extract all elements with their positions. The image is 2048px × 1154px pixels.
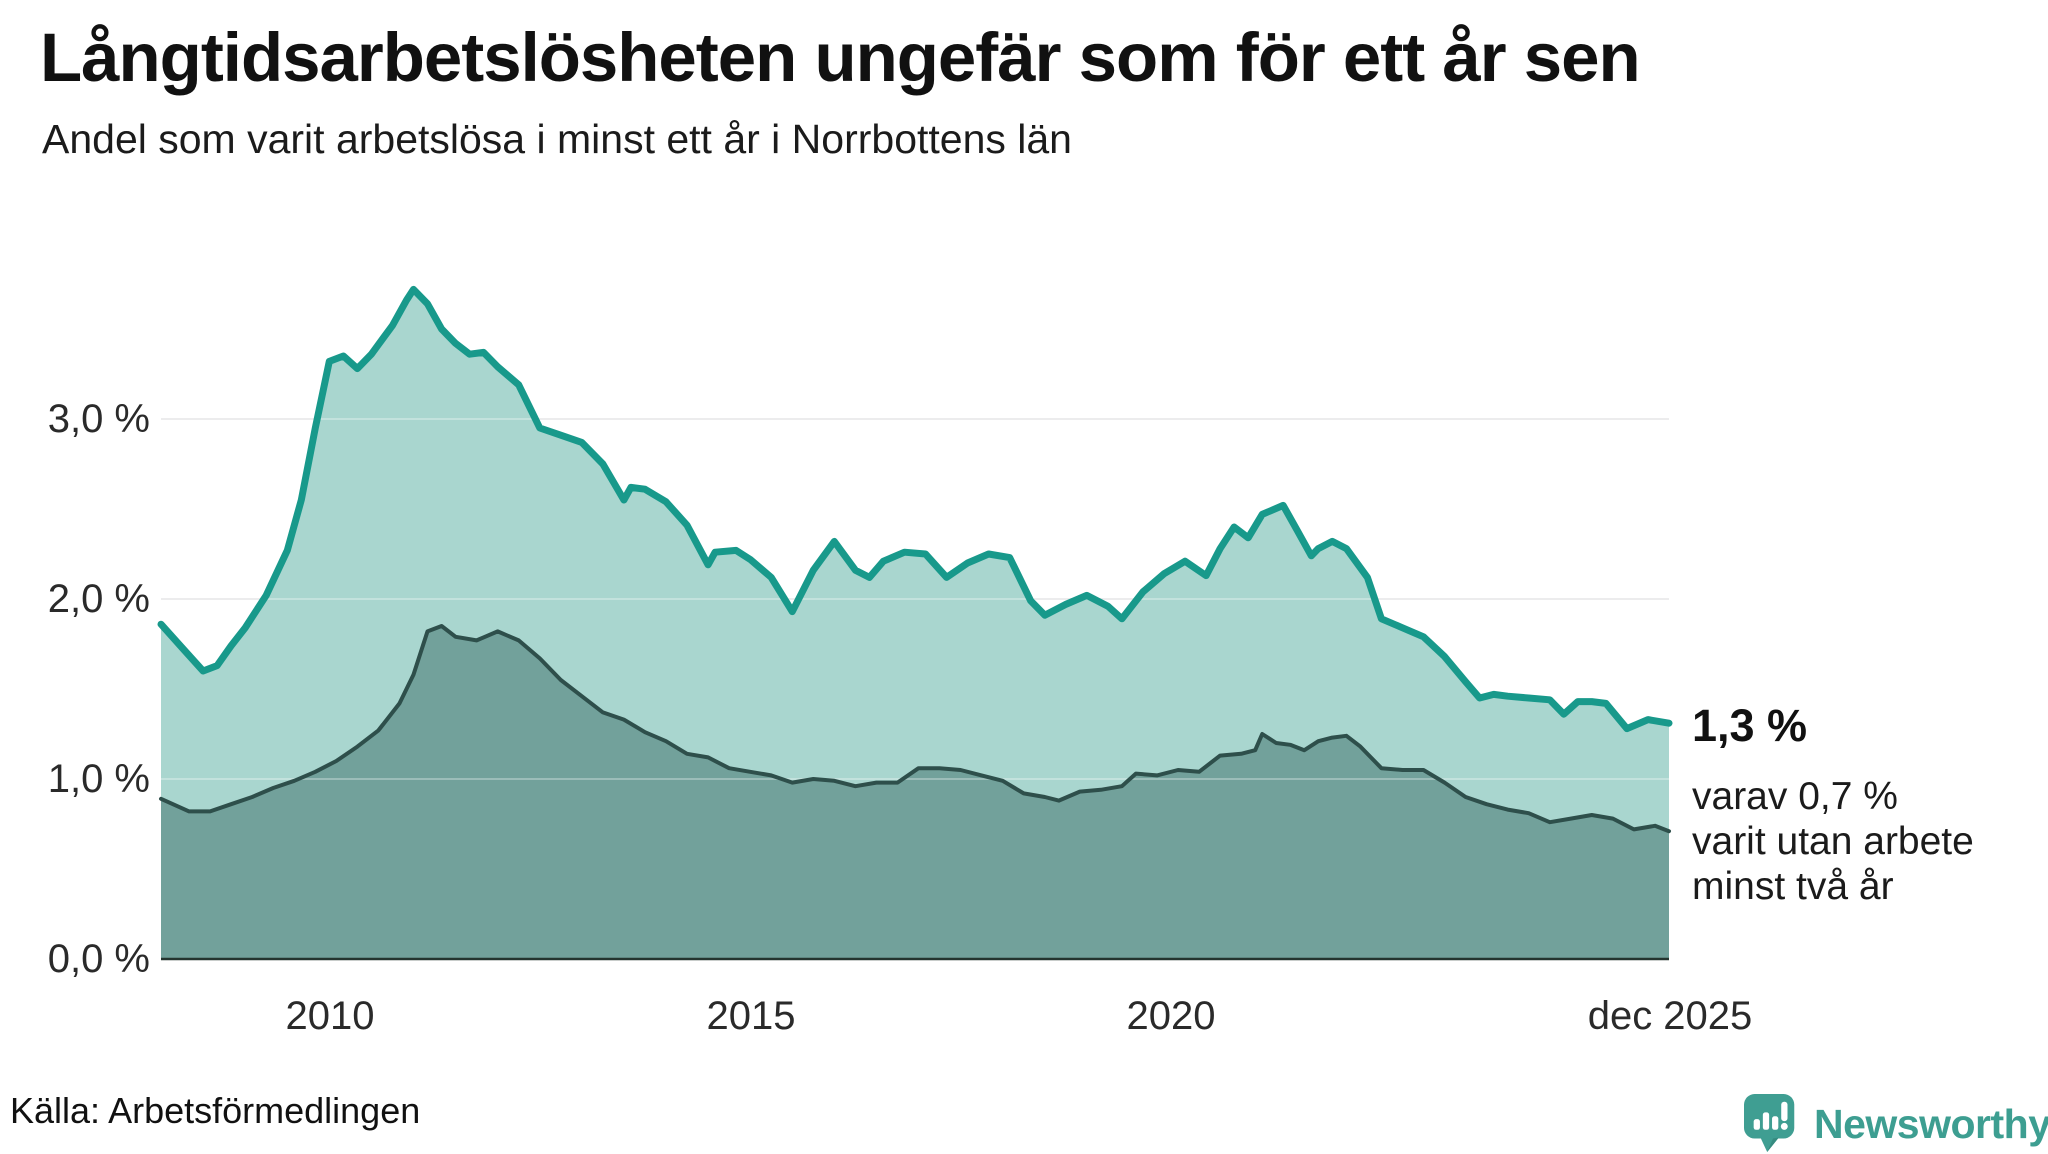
chart-areas [161,289,1669,959]
newsworthy-logo: Newsworthy [1744,1094,2048,1154]
x-tick-2010: 2010 [285,994,375,1038]
end-note: varav 0,7 % varit utan arbete minst två … [1692,774,1974,909]
end-note-line-2: varit utan arbete [1692,820,1974,863]
y-tick-0: 0,0 % [47,937,150,981]
end-note-line-1: varav 0,7 % [1692,775,1898,818]
source-credit: Källa: Arbetsförmedlingen [10,1090,421,1131]
line-one-year [157,285,1673,733]
end-value-label: 1,3 % [1692,700,1808,751]
line-two-years [159,624,1671,834]
newsworthy-bubble-chart-icon [1744,1094,1802,1154]
page-title: Långtidsarbetslösheten ungefär som för e… [40,19,1641,96]
area-fill-two-years [161,626,1669,959]
page-subtitle: Andel som varit arbetslösa i minst ett å… [42,116,1072,162]
chart-lines [157,285,1673,834]
end-note-line-3: minst två år [1692,865,1894,908]
y-tick-2: 2,0 % [47,577,150,621]
x-tick-dec-2025: dec 2025 [1587,994,1753,1038]
y-tick-1: 1,0 % [47,757,150,801]
newsworthy-wordmark: Newsworthy [1814,1100,2048,1147]
x-tick-2020: 2020 [1126,994,1216,1038]
x-tick-2015: 2015 [706,994,796,1038]
y-tick-3: 3,0 % [47,397,150,441]
gridlines-overlay [161,418,1669,780]
